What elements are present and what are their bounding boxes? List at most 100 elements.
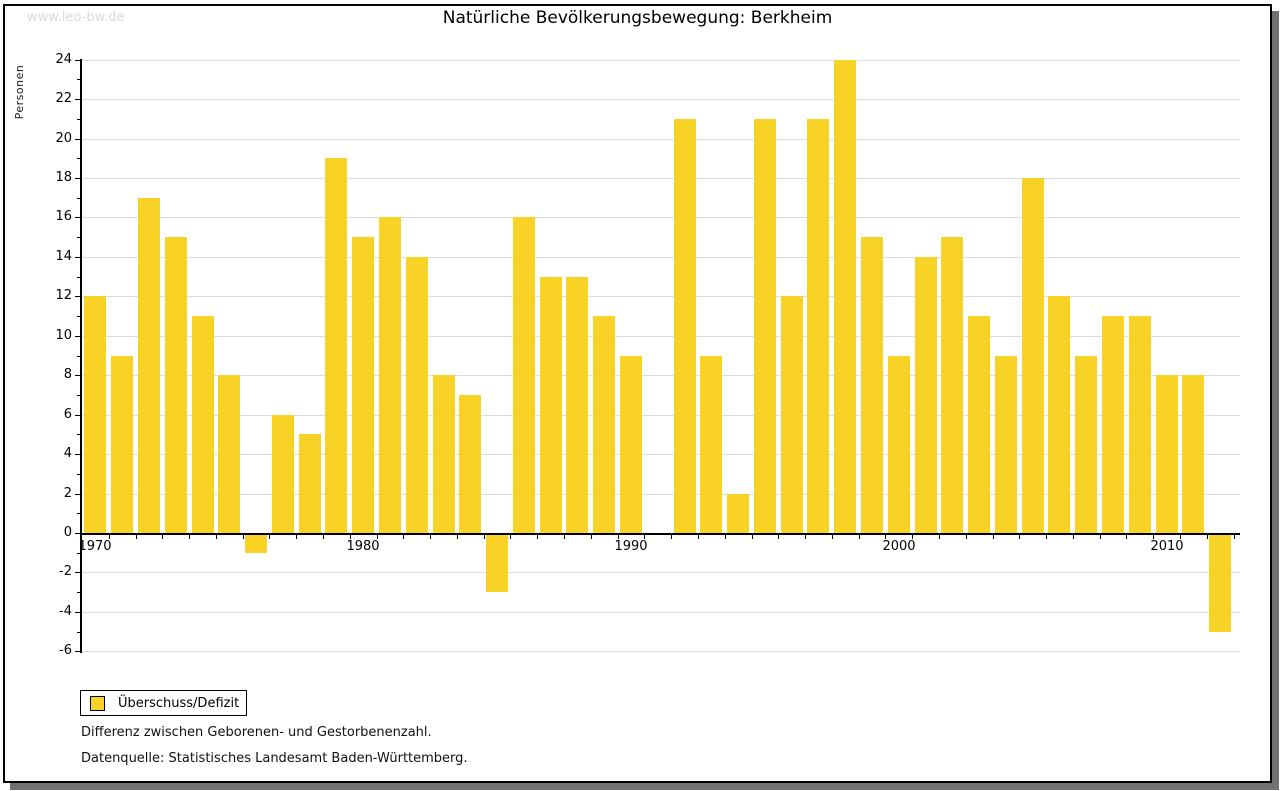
gridline-y-2 <box>80 494 1240 495</box>
bar-1988 <box>566 277 588 533</box>
y-tick-0 <box>75 533 80 534</box>
y-tick-22 <box>75 99 80 100</box>
bar-1976 <box>245 535 267 553</box>
x-tick-26 <box>778 535 779 539</box>
x-axis-line <box>80 533 1240 535</box>
gridline-y--4 <box>80 612 1240 613</box>
y-tick-1 <box>77 513 80 514</box>
footnote-definition: Differenz zwischen Geborenen- und Gestor… <box>81 725 432 740</box>
x-tick-42 <box>1207 535 1208 539</box>
x-tick-1 <box>109 535 110 539</box>
x-tick-40 <box>1153 535 1154 539</box>
legend-label: Überschuss/Defizit <box>118 695 240 711</box>
x-tick-18 <box>564 535 565 539</box>
y-tick-label-8: 8 <box>63 367 72 382</box>
y-tick-21 <box>77 119 80 120</box>
bar-2006 <box>1048 296 1070 533</box>
x-tick-label-1970: 1970 <box>78 539 112 554</box>
bar-1994 <box>727 494 749 533</box>
bar-1996 <box>781 296 803 533</box>
gridline-y-24 <box>80 60 1240 61</box>
gridline-y-14 <box>80 257 1240 258</box>
x-tick-2 <box>136 535 137 539</box>
footnote-datasource: Datenquelle: Statistisches Landesamt Bad… <box>81 751 468 766</box>
x-tick-6 <box>243 535 244 539</box>
x-tick-33 <box>966 535 967 539</box>
y-tick-12 <box>75 296 80 297</box>
x-tick-29 <box>859 535 860 539</box>
y-tick--3 <box>77 592 80 593</box>
x-tick-10 <box>350 535 351 539</box>
y-tick-16 <box>75 217 80 218</box>
x-tick-30 <box>885 535 886 539</box>
x-tick-34 <box>993 535 994 539</box>
x-tick-17 <box>537 535 538 539</box>
y-tick-label--2: -2 <box>59 564 72 579</box>
gridline-y--2 <box>80 572 1240 573</box>
y-tick-17 <box>77 198 80 199</box>
bar-1983 <box>433 375 455 533</box>
gridline-y-6 <box>80 415 1240 416</box>
bar-1992 <box>674 119 696 533</box>
gridline-y-18 <box>80 178 1240 179</box>
bar-2008 <box>1102 316 1124 533</box>
chart-canvas: www.leo-bw.de Natürliche Bevölkerungsbew… <box>3 4 1272 783</box>
bar-1982 <box>406 257 428 533</box>
y-tick--2 <box>75 572 80 573</box>
bar-1970 <box>84 296 106 533</box>
y-tick-label-10: 10 <box>55 328 72 343</box>
gridline-y-22 <box>80 99 1240 100</box>
y-tick-6 <box>75 415 80 416</box>
bar-1986 <box>513 217 535 533</box>
x-tick-27 <box>805 535 806 539</box>
bar-1972 <box>138 198 160 533</box>
bar-1997 <box>807 119 829 533</box>
bar-1989 <box>593 316 615 533</box>
bar-1998 <box>834 60 856 533</box>
y-tick--4 <box>75 612 80 613</box>
bar-1973 <box>165 237 187 533</box>
bar-1980 <box>352 237 374 533</box>
x-tick-25 <box>752 535 753 539</box>
x-tick-11 <box>377 535 378 539</box>
y-tick-24 <box>75 60 80 61</box>
bar-1975 <box>218 375 240 533</box>
y-tick-label-18: 18 <box>55 170 72 185</box>
bar-2011 <box>1182 375 1204 533</box>
bar-2000 <box>888 356 910 533</box>
x-tick-label-2000: 2000 <box>882 539 916 554</box>
bar-2005 <box>1022 178 1044 533</box>
x-tick-20 <box>618 535 619 539</box>
y-tick-9 <box>77 356 80 357</box>
bar-1984 <box>459 395 481 533</box>
y-tick-label-16: 16 <box>55 209 72 224</box>
x-tick-43 <box>1234 535 1235 539</box>
bar-1978 <box>299 434 321 533</box>
x-tick-38 <box>1100 535 1101 539</box>
y-tick-2 <box>75 494 80 495</box>
bar-1985 <box>486 535 508 592</box>
y-tick-label-4: 4 <box>63 446 72 461</box>
y-tick--1 <box>77 553 80 554</box>
x-tick-13 <box>430 535 431 539</box>
x-tick-37 <box>1073 535 1074 539</box>
y-tick-label-0: 0 <box>63 525 72 540</box>
y-tick-label-6: 6 <box>63 407 72 422</box>
bar-2002 <box>941 237 963 533</box>
gridline-y-10 <box>80 336 1240 337</box>
bar-1974 <box>192 316 214 533</box>
y-tick-4 <box>75 454 80 455</box>
y-tick-19 <box>77 158 80 159</box>
bar-1981 <box>379 217 401 533</box>
x-tick-19 <box>591 535 592 539</box>
bar-2007 <box>1075 356 1097 533</box>
chart-title: Natürliche Bevölkerungsbewegung: Berkhei… <box>442 8 833 28</box>
x-tick-5 <box>216 535 217 539</box>
y-tick-label-24: 24 <box>55 52 72 67</box>
bar-1999 <box>861 237 883 533</box>
y-tick-label-12: 12 <box>55 288 72 303</box>
y-tick-3 <box>77 474 80 475</box>
x-tick-36 <box>1046 535 1047 539</box>
bar-1971 <box>111 356 133 533</box>
x-tick-21 <box>644 535 645 539</box>
